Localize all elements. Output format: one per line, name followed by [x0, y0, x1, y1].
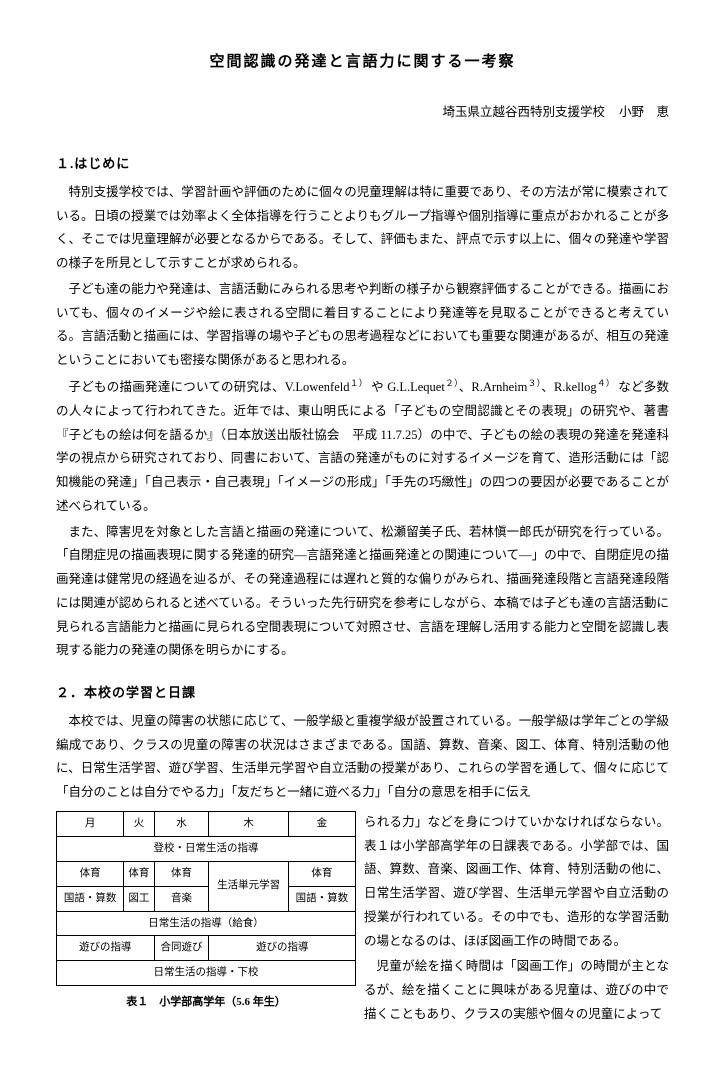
table-and-text-block: 月 火 水 木 金 登校・日常生活の指導 体育 体育 体育 生活単元学習 体育 …: [56, 811, 669, 1029]
ref-2: ２）: [445, 378, 459, 388]
table-row: 月 火 水 木 金: [57, 811, 356, 836]
ref-1: １）: [349, 378, 367, 388]
cell-morning: 登校・日常生活の指導: [57, 836, 356, 861]
section-1-heading: １.はじめに: [56, 152, 669, 177]
col-fri: 金: [288, 811, 355, 836]
table-caption: 表１ 小学部高学年（5.6 年生）: [56, 992, 356, 1013]
section-1-p3: 子どもの描画発達についての研究は、V.Lowenfeld１） や G.L.Leq…: [56, 375, 669, 519]
section-2-p1: 本校では、児童の障害の状態に応じて、一般学級と重複学級が設置されている。一般学級…: [56, 710, 669, 805]
table-row: 国語・算数 図工 音楽 国語・算数: [57, 886, 356, 911]
section-1-p4: また、障害児を対象とした言語と描画の発達について、松瀬留美子氏、若林愼一郎氏が研…: [56, 521, 669, 664]
author-line: 埼玉県立越谷西特別支援学校小野 恵: [56, 101, 669, 125]
ref-4: ４）: [597, 378, 615, 388]
section-1-p2: 子ども達の能力や発達は、言語活動にみられる思考や判断の様子から観察評価することが…: [56, 278, 669, 373]
schedule-table: 月 火 水 木 金 登校・日常生活の指導 体育 体育 体育 生活単元学習 体育 …: [56, 811, 356, 987]
table-row: 日常生活の指導・下校: [57, 961, 356, 986]
section-2-side-p1: られる力」などを身につけていかなければならない。表１は小学部高学年の日課表である…: [364, 811, 669, 954]
col-wed: 水: [154, 811, 209, 836]
section-2-side-p2: 児童が絵を描く時間は「図画工作」の時間が主となるが、絵を描くことに興味がある児童…: [364, 955, 669, 1026]
cell-afterschool: 日常生活の指導・下校: [57, 961, 356, 986]
section-1-p1: 特別支援学校では、学習計画や評価のために個々の児童理解は特に重要であり、その方法…: [56, 181, 669, 276]
affiliation: 埼玉県立越谷西特別支援学校: [442, 105, 605, 119]
page-title: 空間認識の発達と言語力に関する一考察: [56, 48, 669, 77]
table-row: 遊びの指導 合同遊び 遊びの指導: [57, 936, 356, 961]
table-row: 登校・日常生活の指導: [57, 836, 356, 861]
col-thu: 木: [209, 811, 288, 836]
ref-3: ３）: [527, 378, 541, 388]
col-tue: 火: [124, 811, 154, 836]
section-2-heading: ２．本校の学習と日課: [56, 681, 669, 706]
table-row: 体育 体育 体育 生活単元学習 体育: [57, 861, 356, 886]
table-row: 日常生活の指導（給食）: [57, 911, 356, 936]
col-mon: 月: [57, 811, 124, 836]
cell-lunch: 日常生活の指導（給食）: [57, 911, 356, 936]
author-name: 小野 恵: [619, 105, 669, 119]
